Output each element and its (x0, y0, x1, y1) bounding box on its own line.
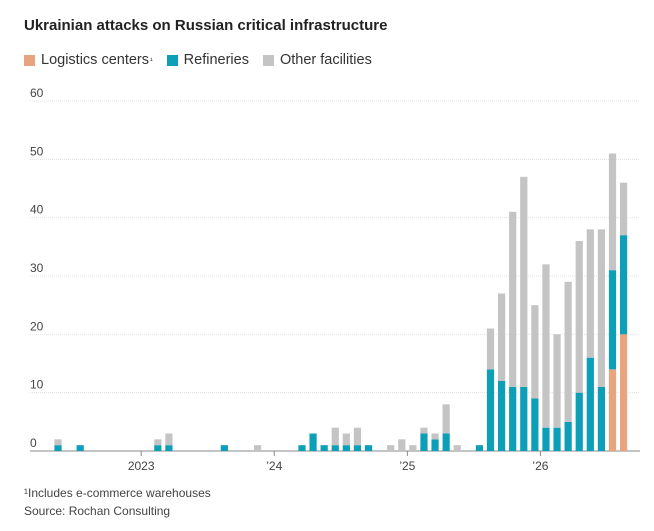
bar-segment-refineries (520, 386, 528, 451)
bar-segment-other-facilities (254, 445, 262, 451)
bar-segment-other-facilities (398, 439, 406, 451)
bar-segment-refineries (542, 427, 550, 451)
bar-segment-refineries (442, 433, 450, 451)
bar-segment-refineries (320, 445, 328, 451)
x-tick-label: ’24 (266, 459, 282, 473)
bar-segment-other-facilities (331, 427, 339, 446)
bar-segment-refineries (586, 357, 594, 451)
bar-segment-refineries (619, 235, 628, 335)
legend-item-refineries: Refineries (166, 52, 249, 68)
bar-segment-refineries (353, 445, 362, 451)
bar-segment-refineries (154, 445, 162, 451)
bar-segment-refineries (54, 445, 62, 451)
x-tick-label: ’25 (399, 459, 415, 473)
bar-segment-other-facilities (453, 445, 461, 451)
bar-segment-refineries (220, 445, 228, 451)
bar-segment-refineries (575, 392, 583, 451)
bar-segment-refineries (597, 386, 606, 451)
bar-segment-refineries (498, 381, 506, 451)
legend-label-refineries: Refineries (183, 52, 249, 68)
bar-segment-other-facilities (420, 427, 428, 434)
bar-segment-refineries (531, 398, 539, 451)
bar-segment-other-facilities (498, 293, 506, 381)
bar-segment-other-facilities (353, 427, 362, 446)
x-tick-label: ’26 (532, 459, 548, 473)
bar-segment-refineries (420, 433, 428, 451)
bar-segment-refineries (309, 433, 317, 451)
bar-segment-other-facilities (486, 328, 495, 370)
bar-segment-refineries (165, 445, 173, 451)
y-tick-label: 30 (30, 261, 44, 275)
bar-segment-refineries (486, 369, 495, 451)
bar-segment-other-facilities (431, 433, 439, 440)
bar-segment-refineries (509, 386, 517, 451)
bar-segment-other-facilities (586, 229, 594, 358)
bar-segment-other-facilities (387, 445, 395, 451)
footnote: ¹Includes e-commerce warehouses (24, 486, 211, 500)
bar-segment-other-facilities (154, 439, 162, 446)
legend-item-logistics: Logistics centers ¹ (24, 52, 153, 68)
legend-swatch-logistics (24, 54, 35, 66)
bar-segment-other-facilities (342, 433, 350, 446)
legend-label-logistics: Logistics centers (41, 52, 149, 68)
bar-segment-refineries (331, 445, 339, 451)
y-tick-label: 20 (30, 319, 44, 333)
bar-segment-other-facilities (608, 153, 617, 271)
bar-segment-refineries (564, 421, 572, 451)
bar-segment-refineries (76, 445, 84, 451)
bar-segment-logistics-centers (608, 369, 617, 451)
bar-segment-other-facilities (564, 281, 572, 422)
bar-segment-other-facilities (575, 241, 583, 393)
bar-segment-refineries (475, 445, 484, 451)
bar-segment-refineries (553, 427, 561, 451)
bar-segment-other-facilities (409, 445, 417, 451)
y-tick-label: 40 (30, 203, 44, 217)
bar-segment-other-facilities (509, 211, 517, 387)
legend-footnote-marker: ¹ (150, 55, 153, 65)
bar-segment-logistics-centers (619, 334, 628, 451)
bar-segment-refineries (431, 439, 439, 451)
chart-legend: Logistics centers ¹ Refineries Other fac… (24, 52, 386, 68)
bar-segment-other-facilities (531, 305, 539, 399)
bar-segment-refineries (298, 445, 306, 451)
bar-segment-other-facilities (553, 334, 561, 428)
bar-segment-other-facilities (619, 182, 628, 236)
legend-swatch-refineries (166, 54, 178, 66)
chart-title: Ukrainian attacks on Russian critical in… (24, 17, 388, 34)
y-tick-label: 50 (30, 144, 44, 158)
bar-segment-refineries (342, 445, 350, 451)
bar-segment-other-facilities (597, 229, 606, 387)
bar-segment-other-facilities (520, 176, 528, 387)
source-note: Source: Rochan Consulting (24, 504, 171, 518)
legend-swatch-other (262, 54, 274, 66)
legend-label-other: Other facilities (279, 52, 372, 68)
bar-segment-other-facilities (542, 264, 550, 428)
legend-item-other: Other facilities (262, 52, 372, 68)
y-tick-label: 10 (30, 378, 44, 392)
bar-segment-other-facilities (442, 404, 450, 434)
bar-segment-other-facilities (165, 433, 173, 446)
y-tick-label: 0 (30, 436, 37, 450)
bar-segment-other-facilities (54, 439, 62, 446)
x-tick-label: 2023 (128, 459, 155, 473)
y-tick-label: 60 (30, 86, 44, 100)
bar-segment-refineries (608, 270, 617, 370)
bar-segment-refineries (364, 445, 373, 451)
